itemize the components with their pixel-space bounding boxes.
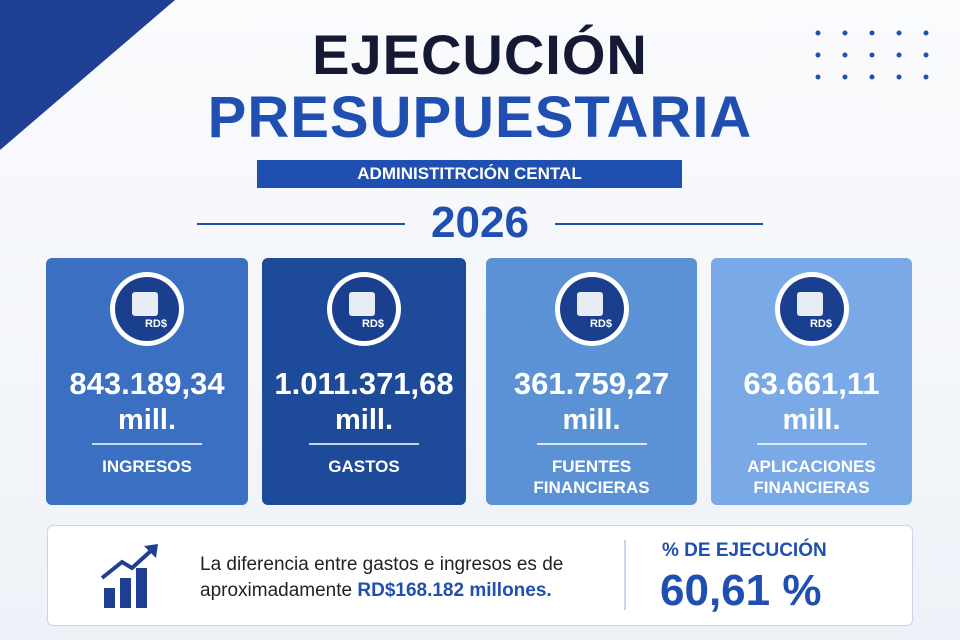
divider — [756, 443, 867, 445]
card-amount: 1.011.371,68 — [274, 366, 454, 401]
summary-box: La diferencia entre gastos e ingresos es… — [47, 525, 913, 626]
card-amount: 63.661,11 — [743, 366, 880, 401]
card: RD$ 1.011.371,68 mill. GASTOS — [262, 258, 466, 505]
metric-value: 60,61 % — [660, 566, 822, 615]
title: PRESUPUESTARIA — [207, 85, 753, 150]
icon-label: RD$ — [145, 318, 167, 330]
card: RD$ 843.189,34 mill. INGRESOS — [46, 258, 248, 505]
title: EJECUCIÓN — [312, 23, 648, 86]
card: RD$ 63.661,11 mill. APLICACIONES FINANCIERAS — [711, 258, 912, 505]
card-label-line: FINANCIERAS — [533, 478, 650, 497]
card-unit: mill. — [782, 404, 841, 436]
subtitle: ADMINISTITRCIÓN CENTAL — [257, 160, 682, 188]
metric-label: % DE EJECUCIÓN — [662, 540, 827, 561]
icon-label: RD$ — [362, 318, 384, 330]
card-label-line: GASTOS — [328, 457, 400, 476]
icon-label: RD$ — [589, 318, 611, 330]
card-icon: RD$ — [554, 272, 629, 346]
card-label-line: FINANCIERAS — [753, 478, 870, 497]
card-icon: RD$ — [327, 272, 401, 346]
card-icon: RD$ — [110, 272, 184, 346]
icon-label: RD$ — [809, 318, 831, 330]
card-label: INGRESOS — [46, 456, 248, 477]
card-unit: mill. — [562, 404, 621, 436]
card-label-line: FUENTES — [551, 457, 632, 476]
card-unit: mill. — [117, 404, 176, 436]
divider — [309, 443, 419, 445]
year: 2026 — [431, 198, 529, 247]
summary-highlight: RD$168.182 millones. — [357, 580, 552, 601]
summary-text: La diferencia entre gastos e ingresos es… — [200, 554, 564, 575]
summary-text: aproximadamente — [200, 580, 353, 601]
growth-icon — [100, 544, 158, 608]
card-amount: 843.189,34 — [69, 366, 225, 401]
card-icon: RD$ — [774, 272, 849, 346]
card-unit: mill. — [334, 404, 393, 436]
card-label: APLICACIONES FINANCIERAS — [711, 456, 912, 498]
card: RD$ 361.759,27 mill. FUENTES FINANCIERAS — [486, 258, 697, 505]
card-amount: 361.759,27 — [513, 366, 670, 401]
card-label-line: INGRESOS — [102, 457, 192, 476]
divider — [536, 443, 647, 445]
divider — [92, 443, 202, 445]
card-label: FUENTES FINANCIERAS — [486, 456, 697, 498]
card-label-line: APLICACIONES — [747, 457, 876, 476]
card-label: GASTOS — [262, 456, 466, 477]
